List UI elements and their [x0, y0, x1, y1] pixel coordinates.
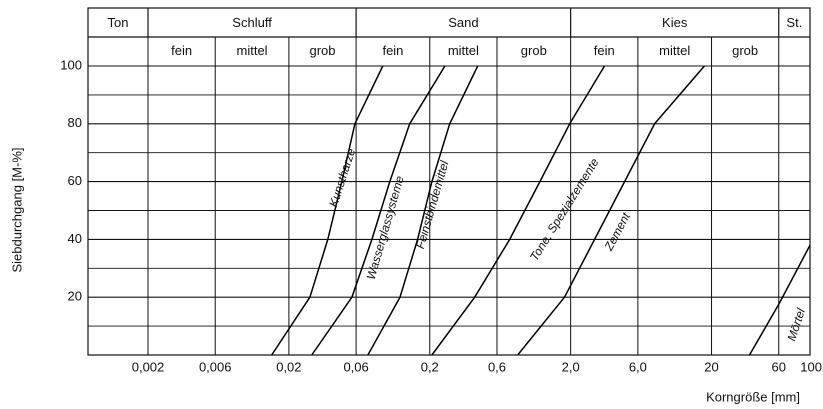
curve — [271, 65, 384, 356]
curve — [311, 65, 446, 356]
y-tick-label: 80 — [68, 115, 82, 130]
subzone-label: grob — [521, 43, 547, 58]
x-tick-label: 0,6 — [488, 359, 506, 374]
x-tick-label: 0,006 — [199, 359, 232, 374]
y-axis-title: Siebdurchgang [M-%] — [9, 147, 24, 272]
x-tick-label: 0,02 — [276, 359, 301, 374]
subzone-label: grob — [309, 43, 335, 58]
x-tick-label: 100 — [800, 359, 822, 374]
x-tick-label: 0,002 — [132, 359, 165, 374]
y-tick-label: 60 — [68, 173, 82, 188]
subzone-label: grob — [732, 43, 758, 58]
curve — [748, 244, 811, 356]
x-tick-label: 2,0 — [562, 359, 580, 374]
curve — [367, 65, 479, 356]
x-tick-label: 20 — [704, 359, 718, 374]
y-tick-label: 40 — [68, 231, 82, 246]
curve-label: Kunstharze — [326, 146, 358, 208]
subzone-label: fein — [382, 43, 403, 58]
zone-label: Sand — [448, 15, 478, 30]
subzone-label: mittel — [237, 43, 268, 58]
x-tick-label: 6,0 — [629, 359, 647, 374]
curve-label: Wasserglassysteme — [364, 174, 407, 281]
curve-label: Feinstbindemittel — [413, 159, 452, 250]
zone-label: Ton — [108, 15, 129, 30]
curve-label: Mörtel — [784, 306, 808, 342]
subzone-label: mittel — [448, 43, 479, 58]
curve — [431, 65, 606, 356]
curve — [517, 65, 705, 356]
zone-label: St. — [786, 15, 802, 30]
zone-label: Schluff — [232, 15, 272, 30]
x-tick-label: 0,2 — [421, 359, 439, 374]
y-tick-label: 100 — [60, 57, 82, 72]
subzone-label: fein — [171, 43, 192, 58]
x-tick-label: 60 — [772, 359, 786, 374]
x-axis-title: Korngröße [mm] — [706, 389, 800, 404]
subzone-label: mittel — [659, 43, 690, 58]
zone-label: Kies — [662, 15, 688, 30]
x-tick-label: 0,06 — [343, 359, 368, 374]
subzone-label: fein — [594, 43, 615, 58]
y-tick-label: 20 — [68, 289, 82, 304]
